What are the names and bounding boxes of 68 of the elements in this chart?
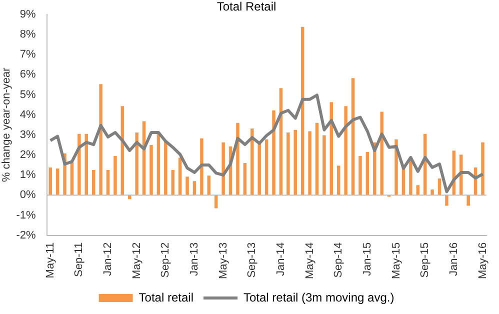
- bar: [222, 142, 225, 196]
- bar: [106, 170, 110, 196]
- y-tick-label: -2%: [16, 229, 36, 242]
- x-tick-label: Jan-16: [448, 242, 460, 276]
- y-tick-label: 2%: [20, 149, 36, 162]
- x-tick-label: Jan-14: [275, 242, 287, 276]
- bar: [99, 84, 102, 196]
- bar: [315, 122, 319, 196]
- y-tick-label: 0%: [20, 189, 36, 202]
- y-tick-label: 9%: [20, 8, 36, 20]
- legend-label: Total retail: [138, 290, 194, 304]
- bar: [272, 110, 276, 196]
- bar: [366, 152, 370, 196]
- bar: [56, 168, 60, 196]
- bar: [264, 139, 268, 196]
- bar: [48, 167, 52, 196]
- x-tick-label: May-15: [390, 242, 402, 280]
- bar: [150, 144, 153, 196]
- y-axis-title: % change year-on-year: [0, 67, 13, 182]
- bar: [466, 195, 470, 206]
- chart-title: Total Retail: [216, 0, 276, 14]
- x-tick-label: May-14: [304, 242, 316, 280]
- bar: [481, 142, 484, 196]
- bar: [380, 112, 384, 196]
- x-tick-label: Sep-15: [419, 242, 432, 278]
- y-tick-label: 6%: [20, 68, 36, 81]
- bar: [294, 130, 298, 196]
- bar: [236, 122, 240, 196]
- bar: [114, 156, 117, 196]
- bar: [156, 134, 160, 196]
- x-tick-label: May-12: [130, 242, 143, 280]
- x-tick-label: Jan-13: [188, 242, 201, 276]
- y-tick-label: 4%: [20, 108, 36, 121]
- legend-label: Total retail (3m moving avg.): [243, 290, 394, 304]
- y-tick-label: -1%: [16, 209, 36, 222]
- x-tick-label: May-16: [476, 242, 489, 280]
- bar: [344, 106, 348, 196]
- bar: [164, 142, 168, 196]
- x-tick-label: Sep-12: [160, 242, 172, 278]
- bar: [322, 135, 326, 196]
- bar: [250, 128, 254, 196]
- bar: [445, 195, 448, 206]
- y-tick-label: 1%: [20, 169, 36, 182]
- bar: [186, 176, 189, 196]
- x-tick-label: May-11: [44, 242, 56, 278]
- y-tick-label: 3%: [20, 128, 36, 141]
- bar: [358, 156, 362, 196]
- x-tick-label: May-13: [217, 242, 230, 280]
- y-tick-label: 7%: [20, 48, 36, 61]
- bar: [430, 190, 434, 196]
- bar: [258, 144, 261, 196]
- bar: [207, 176, 211, 196]
- y-tick-label: 8%: [20, 28, 36, 41]
- x-tick-label: Sep-14: [332, 242, 345, 278]
- bar: [243, 163, 247, 196]
- bar: [78, 134, 81, 196]
- x-tick-label: Jan-12: [102, 242, 114, 276]
- bar: [171, 170, 174, 196]
- bar: [308, 131, 312, 196]
- x-tick-label: Sep-13: [246, 242, 258, 278]
- x-tick-label: Jan-15: [361, 242, 374, 276]
- bar: [135, 132, 138, 196]
- y-tick-label: 5%: [20, 88, 36, 101]
- bar: [337, 166, 340, 196]
- bar: [286, 132, 290, 196]
- x-tick-label: Sep-11: [73, 242, 86, 277]
- bar: [200, 138, 204, 196]
- bar: [92, 170, 96, 196]
